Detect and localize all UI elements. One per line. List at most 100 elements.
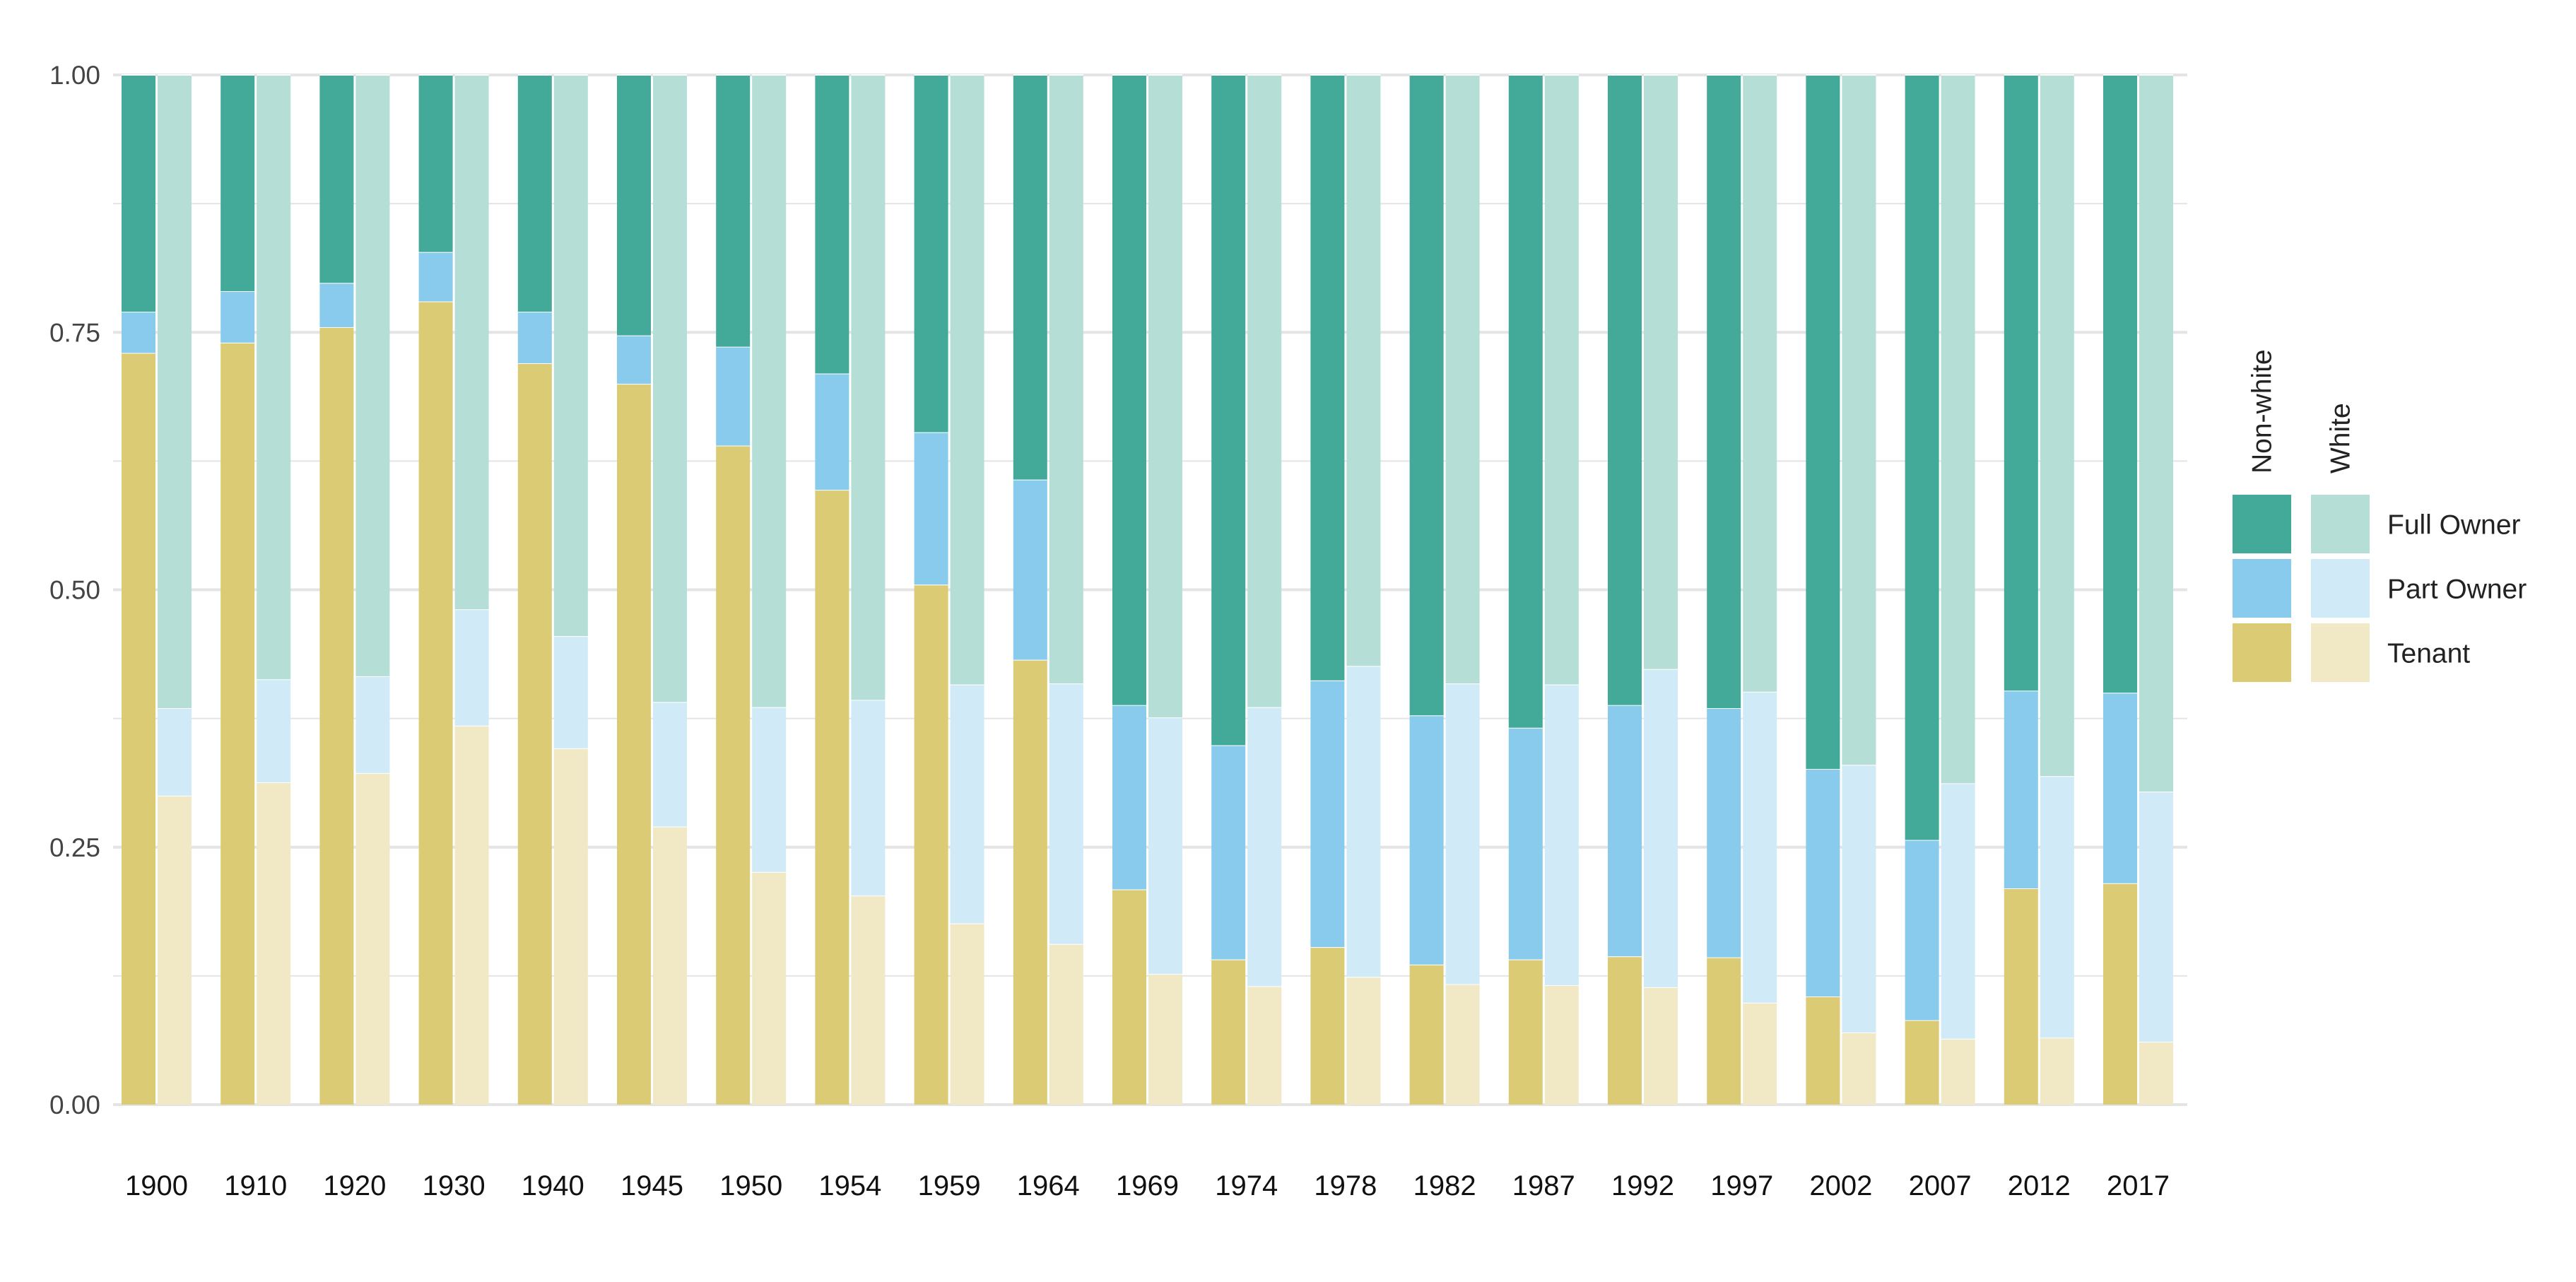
legend-swatch-non-white-tenant: [2233, 623, 2291, 682]
bar-segment-white-part-owner: [2139, 792, 2173, 1042]
bar-segment-non-white-full-owner: [914, 75, 948, 433]
bar-segment-non-white-part-owner: [914, 432, 948, 585]
bar-segment-white-part-owner: [950, 684, 984, 924]
x-tick-label: 1950: [719, 1170, 782, 1201]
bar-segment-white-full-owner: [355, 75, 390, 676]
bar-segment-white-full-owner: [1743, 75, 1777, 692]
legend-swatch-white-full-owner: [2311, 495, 2370, 553]
bar-segment-non-white-part-owner: [815, 373, 849, 490]
bar-segment-white-part-owner: [553, 636, 588, 748]
bars: [122, 74, 2173, 1105]
y-tick-label: 0.50: [49, 576, 100, 605]
x-tick-label: 2012: [2008, 1170, 2071, 1201]
bar-segment-white-part-owner: [2040, 776, 2074, 1038]
bar-segment-non-white-tenant: [1905, 1020, 1939, 1105]
bar-segment-white-tenant: [1247, 986, 1282, 1105]
bar-segment-non-white-full-owner: [220, 75, 255, 291]
x-tick-label: 1964: [1017, 1170, 1080, 1201]
x-tick-label: 1969: [1116, 1170, 1179, 1201]
bar-segment-non-white-tenant: [418, 301, 453, 1105]
bar-segment-white-tenant: [950, 923, 984, 1105]
bar-segment-white-full-owner: [454, 75, 489, 610]
bar-segment-white-part-owner: [1941, 783, 1975, 1039]
legend: Non-white White Full Owner Part Owner Tenant: [2233, 349, 2527, 682]
x-tick-label: 1997: [1710, 1170, 1773, 1201]
bar-segment-white-full-owner: [1644, 75, 1678, 669]
x-tick-label: 1974: [1215, 1170, 1278, 1201]
bar-segment-white-tenant: [851, 895, 886, 1105]
bar-segment-non-white-tenant: [319, 327, 354, 1105]
bar-segment-white-tenant: [1544, 984, 1579, 1105]
bar-segment-non-white-part-owner: [716, 346, 751, 446]
bar-segment-non-white-part-owner: [1310, 680, 1345, 948]
bar-segment-non-white-tenant: [2004, 888, 2038, 1105]
bar-segment-white-full-owner: [2139, 75, 2173, 792]
x-tick-label: 2002: [1809, 1170, 1872, 1201]
bar-segment-white-part-owner: [1049, 683, 1083, 944]
bar-segment-non-white-tenant: [617, 384, 651, 1105]
bar-segment-non-white-full-owner: [1905, 75, 1939, 840]
bar-segment-non-white-tenant: [1112, 889, 1146, 1105]
bar-segment-non-white-part-owner: [2004, 690, 2038, 889]
bar-segment-non-white-tenant: [1508, 959, 1543, 1105]
x-tick-label: 1954: [818, 1170, 881, 1201]
bar-segment-non-white-part-owner: [1013, 479, 1047, 660]
bar-segment-white-full-owner: [257, 75, 291, 680]
bar-segment-white-part-owner: [257, 679, 291, 782]
bar-segment-white-tenant: [355, 772, 390, 1105]
bar-segment-white-tenant: [2040, 1037, 2074, 1105]
bar-segment-non-white-tenant: [1707, 957, 1741, 1105]
bar-segment-non-white-tenant: [1409, 964, 1444, 1105]
y-axis-ticks: 0.00 0.25 0.50 0.75 1.00: [49, 61, 100, 1119]
bar-segment-non-white-part-owner: [1409, 715, 1444, 965]
bar-segment-white-part-owner: [851, 700, 886, 896]
bar-segment-non-white-full-owner: [319, 75, 354, 283]
bar-segment-non-white-tenant: [1310, 947, 1345, 1105]
bar-segment-non-white-part-owner: [122, 312, 155, 353]
bar-segment-non-white-part-owner: [1608, 705, 1642, 957]
bar-segment-non-white-part-owner: [319, 283, 354, 327]
legend-swatch-non-white-part-owner: [2233, 559, 2291, 618]
bar-segment-non-white-full-owner: [418, 75, 453, 252]
x-tick-label: 2017: [2107, 1170, 2170, 1201]
bar-segment-white-full-owner: [1842, 75, 1876, 765]
bar-segment-white-full-owner: [653, 75, 687, 702]
bar-segment-white-tenant: [1049, 943, 1083, 1105]
bar-segment-white-part-owner: [355, 676, 390, 773]
bar-segment-white-part-owner: [158, 708, 192, 796]
x-tick-label: 1945: [621, 1170, 683, 1201]
x-tick-label: 1930: [423, 1170, 486, 1201]
bar-segment-non-white-full-owner: [1310, 75, 1345, 681]
bar-segment-non-white-tenant: [1608, 956, 1642, 1105]
x-tick-label: 1900: [125, 1170, 188, 1201]
bar-segment-non-white-tenant: [122, 353, 155, 1105]
x-tick-label: 1920: [323, 1170, 386, 1201]
bar-segment-white-full-owner: [1941, 75, 1975, 784]
bar-segment-white-full-owner: [1049, 75, 1083, 684]
bar-segment-non-white-full-owner: [2103, 75, 2137, 693]
bar-segment-non-white-part-owner: [418, 252, 453, 302]
bar-segment-non-white-full-owner: [1806, 75, 1840, 770]
bar-segment-white-tenant: [1842, 1033, 1876, 1105]
bar-segment-non-white-part-owner: [617, 335, 651, 384]
x-tick-label: 1959: [918, 1170, 981, 1201]
bar-segment-non-white-tenant: [1211, 959, 1246, 1105]
y-tick-label: 1.00: [49, 61, 100, 90]
bar-segment-non-white-full-owner: [716, 75, 751, 347]
bar-segment-white-full-owner: [950, 75, 984, 685]
bar-segment-white-tenant: [1346, 977, 1381, 1105]
bar-segment-white-part-owner: [1346, 666, 1381, 977]
bar-segment-non-white-part-owner: [1211, 745, 1246, 960]
legend-label-part-owner: Part Owner: [2387, 575, 2527, 605]
bar-segment-white-part-owner: [1247, 707, 1282, 987]
bar-segment-non-white-full-owner: [1508, 75, 1543, 728]
bar-segment-non-white-part-owner: [2103, 693, 2137, 883]
x-tick-label: 2007: [1909, 1170, 1972, 1201]
bar-segment-white-part-owner: [752, 707, 787, 872]
y-tick-label: 0.25: [49, 833, 100, 862]
legend-label-full-owner: Full Owner: [2387, 510, 2521, 541]
bar-segment-non-white-full-owner: [1707, 75, 1741, 709]
bar-segment-white-full-owner: [752, 75, 787, 707]
